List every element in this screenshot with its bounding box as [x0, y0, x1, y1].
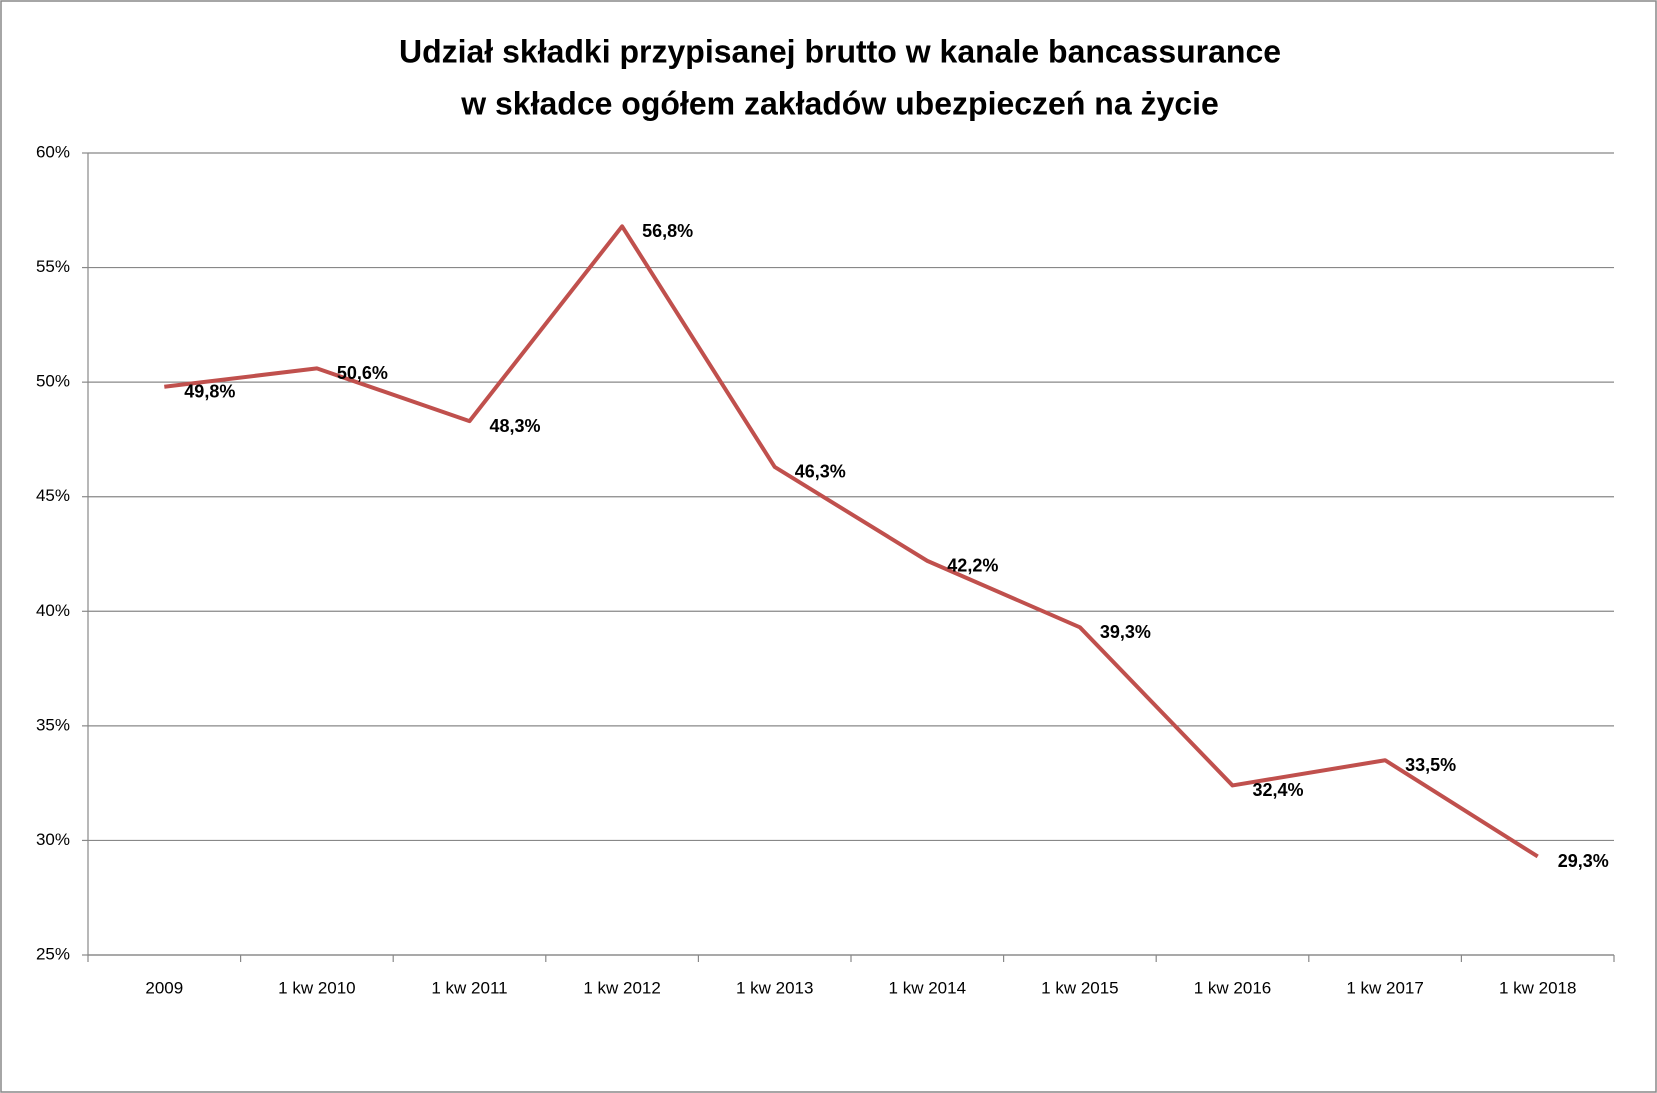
x-tick-label: 1 kw 2018: [1499, 978, 1577, 997]
y-tick-label: 30%: [36, 830, 70, 849]
x-tick-label: 2009: [145, 978, 183, 997]
y-tick-label: 55%: [36, 257, 70, 276]
data-label: 48,3%: [490, 416, 541, 436]
data-label: 33,5%: [1405, 755, 1456, 775]
x-tick-label: 1 kw 2017: [1346, 978, 1424, 997]
x-tick-label: 1 kw 2014: [889, 978, 967, 997]
data-label: 39,3%: [1100, 622, 1151, 642]
y-tick-label: 60%: [36, 142, 70, 161]
x-tick-label: 1 kw 2013: [736, 978, 814, 997]
y-tick-label: 35%: [36, 715, 70, 734]
data-line: [164, 224, 1539, 859]
data-label: 49,8%: [184, 381, 235, 401]
data-label: 42,2%: [947, 556, 998, 576]
x-tick-label: 1 kw 2011: [431, 978, 507, 997]
y-tick-label: 50%: [36, 372, 70, 391]
data-label: 56,8%: [642, 221, 693, 241]
chart-title: Udział składki przypisanej brutto w kana…: [399, 33, 1281, 69]
x-tick-label: 1 kw 2015: [1041, 978, 1119, 997]
y-tick-label: 40%: [36, 601, 70, 620]
chart-title: w składce ogółem zakładów ubezpieczeń na…: [460, 85, 1219, 121]
y-tick-label: 45%: [36, 486, 70, 505]
data-label: 32,4%: [1253, 780, 1304, 800]
x-tick-label: 1 kw 2012: [583, 978, 661, 997]
data-label: 46,3%: [795, 462, 846, 482]
x-tick-label: 1 kw 2010: [278, 978, 356, 997]
data-label: 29,3%: [1558, 851, 1609, 871]
y-tick-label: 25%: [36, 944, 70, 963]
data-label: 50,6%: [337, 363, 388, 383]
x-tick-label: 1 kw 2016: [1194, 978, 1272, 997]
